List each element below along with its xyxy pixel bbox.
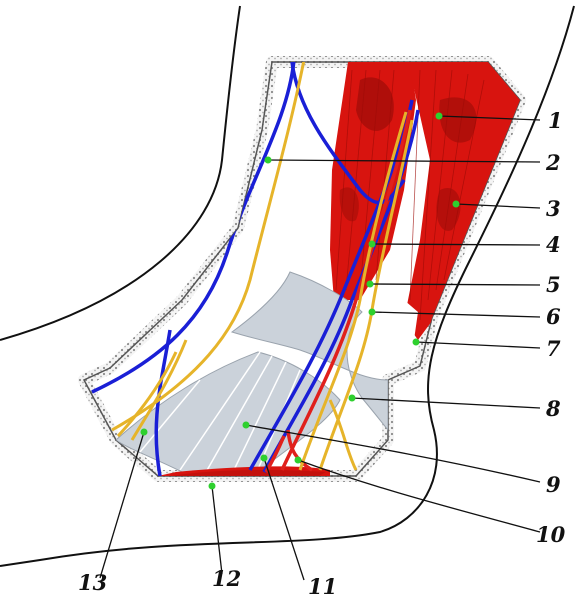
callout-labels: 1 2 3 4 5 6 7 8 9 10 11 12 13 <box>78 108 566 599</box>
leader-7 <box>415 341 541 349</box>
abductor-muscle <box>158 466 330 476</box>
callout-label-3: 3 <box>546 196 561 221</box>
muscle-shading-1 <box>356 77 394 131</box>
pointer-dots <box>140 112 460 490</box>
callout-label-7: 7 <box>546 336 561 361</box>
leader-12 <box>211 485 223 575</box>
leader-4 <box>371 243 541 246</box>
saphenous-nerve <box>111 62 306 441</box>
leader-2 <box>267 159 541 163</box>
tendon-white-strip <box>402 300 418 340</box>
pointer-dot-5 <box>366 280 374 288</box>
leader-1 <box>438 115 541 121</box>
callout-label-11: 11 <box>308 574 337 599</box>
pointer-dot-1 <box>435 112 443 120</box>
pointer-dot-4 <box>368 240 376 248</box>
pointer-dot-3 <box>452 200 460 208</box>
leader-11 <box>263 457 305 581</box>
callout-label-4: 4 <box>546 232 561 257</box>
pointer-dot-11 <box>260 454 268 462</box>
muscle-shading-2 <box>439 97 477 143</box>
muscles <box>330 62 520 340</box>
callout-label-10: 10 <box>536 522 566 547</box>
pointer-dot-9 <box>242 421 250 429</box>
posterior-leg-contour <box>0 5 575 567</box>
muscle-belly-medial <box>330 62 416 300</box>
muscle-shading-4 <box>339 187 359 222</box>
callout-label-13: 13 <box>78 570 107 595</box>
callout-label-12: 12 <box>212 566 241 591</box>
callout-label-2: 2 <box>545 150 561 175</box>
retinaculum-fan <box>115 351 341 476</box>
callout-label-8: 8 <box>545 396 561 421</box>
leader-13 <box>99 431 145 579</box>
anterior-leg-contour <box>0 5 241 341</box>
callout-label-6: 6 <box>546 304 561 329</box>
pointer-dot-2 <box>264 156 272 164</box>
pointer-dot-6 <box>368 308 376 316</box>
muscle-belly-lateral <box>404 62 520 340</box>
pointer-dot-13 <box>140 428 148 436</box>
pointer-dot-12 <box>208 482 216 490</box>
muscle-shading-3 <box>436 188 461 231</box>
callout-label-1: 1 <box>548 108 563 133</box>
leader-6 <box>371 311 541 318</box>
leader-5 <box>369 283 541 286</box>
body-outline <box>0 5 575 567</box>
callout-label-9: 9 <box>546 472 561 497</box>
leader-lines <box>99 115 541 581</box>
callout-label-5: 5 <box>546 272 561 297</box>
pointer-dot-7 <box>412 338 420 346</box>
leader-9 <box>245 424 541 483</box>
pointer-dot-8 <box>348 394 356 402</box>
leader-3 <box>455 203 541 209</box>
pointer-dot-10 <box>294 456 302 464</box>
leader-10 <box>297 459 541 533</box>
leader-8 <box>351 397 541 409</box>
posterior-tibial-vein <box>248 99 420 473</box>
